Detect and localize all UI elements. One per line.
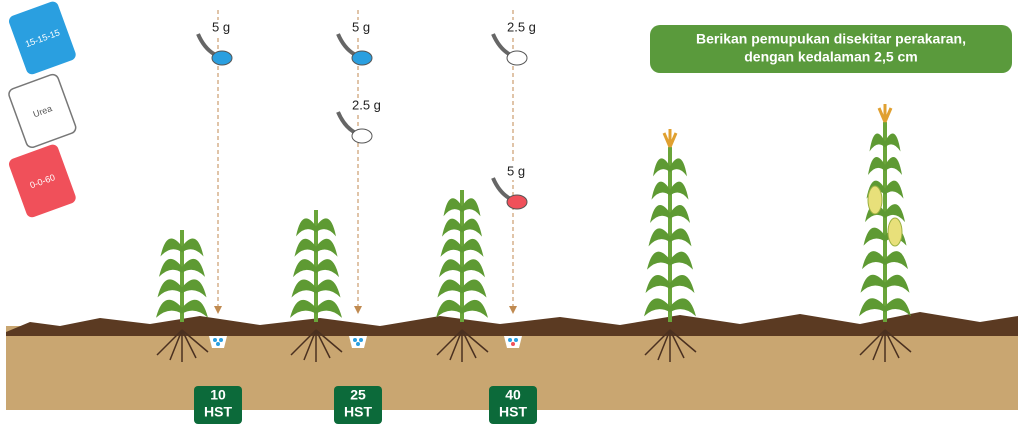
day-number: 40: [505, 387, 521, 403]
leaf: [868, 157, 885, 175]
leaf: [885, 157, 902, 175]
leaf: [316, 300, 342, 318]
leaf: [295, 239, 317, 257]
leaf: [462, 259, 485, 277]
leaf: [293, 259, 316, 277]
spoon-bowl: [212, 51, 232, 65]
day-number: 10: [210, 387, 226, 403]
leaf: [462, 239, 484, 257]
leaf: [885, 181, 904, 199]
granule: [213, 338, 217, 342]
granule: [219, 338, 223, 342]
leaf: [441, 239, 463, 257]
spoon-bowl: [352, 51, 372, 65]
leaf: [292, 279, 317, 297]
leaf: [462, 198, 481, 216]
day-number: 25: [350, 387, 366, 403]
leaf: [182, 238, 204, 256]
leaf: [438, 280, 463, 298]
spoon-handle: [338, 112, 354, 132]
leaf: [436, 300, 462, 318]
leaf: [182, 300, 208, 318]
cob: [868, 186, 882, 214]
leaf: [290, 300, 316, 318]
leaf: [182, 259, 205, 277]
leaf: [316, 218, 336, 236]
leaf: [885, 251, 908, 269]
granule: [216, 342, 220, 346]
arrow-head: [214, 306, 222, 314]
dose-amount: 5 g: [352, 19, 370, 34]
day-unit: HST: [204, 404, 232, 420]
note-line: dengan kedalaman 2,5 cm: [744, 49, 918, 65]
spoon-handle: [493, 34, 509, 54]
leaf: [156, 300, 182, 318]
granule: [514, 338, 518, 342]
leaf: [646, 275, 671, 293]
leaf: [650, 205, 670, 223]
dose-amount: 2.5 g: [507, 19, 536, 34]
leaf: [885, 275, 910, 293]
leaf: [670, 182, 689, 200]
granule: [511, 342, 515, 346]
day-unit: HST: [499, 404, 527, 420]
granule: [353, 338, 357, 342]
leaf: [670, 228, 692, 246]
leaf: [159, 259, 182, 277]
leaf: [859, 298, 885, 316]
cob: [888, 218, 902, 246]
leaf: [670, 298, 696, 316]
spoon-bowl: [352, 129, 372, 143]
tassel: [879, 104, 891, 122]
leaf: [885, 298, 911, 316]
leaf: [885, 134, 901, 152]
leaf: [652, 182, 671, 200]
leaf: [316, 279, 341, 297]
dose-amount: 5 g: [507, 163, 525, 178]
dose-amount: 2.5 g: [352, 97, 381, 112]
granule: [356, 342, 360, 346]
leaf: [316, 259, 339, 277]
leaf: [182, 279, 207, 297]
granule: [359, 338, 363, 342]
tassel: [664, 129, 676, 147]
leaf: [161, 238, 183, 256]
leaf: [670, 275, 695, 293]
leaf: [644, 298, 670, 316]
infographic: Berikan pemupukan disekitar perakaran, d…: [0, 0, 1022, 428]
fertilizer-bag: Urea: [7, 73, 77, 149]
arrow-head: [354, 306, 362, 314]
note-line: Berikan pemupukan disekitar perakaran,: [696, 31, 966, 47]
leaf: [861, 275, 886, 293]
leaf: [862, 251, 885, 269]
leaf: [649, 228, 671, 246]
spoon-bowl: [507, 195, 527, 209]
leaf: [670, 205, 690, 223]
granule: [508, 338, 512, 342]
leaf: [462, 219, 482, 237]
leaf: [653, 158, 670, 176]
day-unit: HST: [344, 404, 372, 420]
leaf: [439, 259, 462, 277]
leaf: [870, 134, 886, 152]
spoon-handle: [198, 34, 214, 54]
leaf: [462, 280, 487, 298]
dose-amount: 5 g: [212, 19, 230, 34]
leaf: [670, 252, 693, 270]
leaf: [864, 228, 886, 246]
fertilizer-bag: 15-15-15: [7, 0, 77, 76]
spoon-bowl: [507, 51, 527, 65]
leaf: [316, 239, 338, 257]
leaf: [462, 300, 488, 318]
leaf: [442, 219, 462, 237]
leaf: [670, 158, 687, 176]
fertilizer-bag: 0-0-60: [7, 143, 77, 219]
spoon-handle: [338, 34, 354, 54]
leaf: [647, 252, 670, 270]
arrow-head: [509, 306, 517, 314]
leaf: [296, 218, 316, 236]
leaf: [444, 198, 463, 216]
spoon-handle: [493, 178, 509, 198]
leaf: [158, 279, 183, 297]
